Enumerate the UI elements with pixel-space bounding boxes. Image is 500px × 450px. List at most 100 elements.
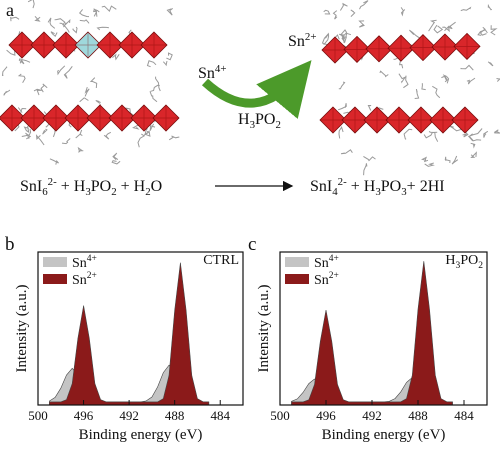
charts: 500 496 492 488 484 Binding energy (eV) Intens… — [5, 234, 488, 443]
component-area — [49, 262, 210, 406]
ligand — [496, 78, 500, 82]
ligand — [79, 19, 90, 25]
y-axis-label: Intensity (a.u.) — [256, 285, 272, 373]
legend-label: Sn4+ — [72, 254, 97, 271]
ligand — [323, 9, 331, 15]
ligand — [34, 15, 41, 22]
ligand — [42, 128, 48, 135]
ligand — [470, 151, 477, 158]
ligand — [338, 126, 344, 139]
ligand — [477, 29, 488, 36]
x-tick-label: 496 — [316, 408, 336, 423]
ligand — [398, 73, 407, 84]
ligand — [84, 86, 90, 97]
legend-label: Sn2+ — [314, 271, 339, 288]
ligand — [95, 100, 101, 104]
ligand — [337, 103, 347, 111]
ligand — [77, 146, 84, 153]
ligand — [479, 26, 487, 36]
ligand — [403, 75, 409, 89]
ligand — [146, 60, 157, 68]
ligand — [467, 128, 483, 142]
x-tick-label: 500 — [270, 408, 290, 423]
ligand — [339, 2, 348, 11]
annotation: H3PO2 — [445, 253, 483, 271]
ligand — [103, 131, 112, 140]
legend-label: Sn2+ — [72, 271, 97, 288]
octahedron-edge — [344, 36, 370, 63]
ligand — [414, 88, 420, 99]
ligand — [166, 8, 174, 16]
ligand — [363, 163, 368, 176]
ligand — [379, 70, 389, 78]
ligand — [49, 158, 59, 165]
ligand — [10, 16, 20, 22]
ligand — [93, 8, 98, 17]
ligand — [462, 129, 469, 138]
ligand — [63, 19, 71, 28]
ligand — [359, 0, 369, 10]
ligand — [367, 105, 372, 111]
ligand — [409, 29, 421, 40]
ligand — [400, 7, 406, 17]
ligand — [1, 66, 8, 77]
ligand — [363, 155, 376, 162]
ligand — [149, 91, 158, 103]
ligand — [21, 129, 32, 137]
x-tick-label: 492 — [119, 408, 139, 423]
ligand — [448, 125, 462, 132]
ligand — [428, 131, 439, 142]
ligand — [155, 76, 161, 92]
ligand — [447, 21, 456, 30]
ligand — [50, 31, 58, 37]
x-tick-label: 484 — [454, 408, 474, 423]
ligand — [40, 83, 48, 93]
ligand — [424, 162, 435, 167]
x-tick-label: 492 — [362, 408, 382, 423]
ligand — [358, 20, 365, 28]
ligand — [487, 61, 494, 67]
ligand — [470, 142, 476, 149]
x-axis-label: Binding energy (eV) — [322, 427, 446, 443]
ligand — [19, 59, 31, 64]
x-tick-label: 496 — [74, 408, 94, 423]
x-tick-label: 488 — [165, 408, 185, 423]
ligand — [149, 123, 156, 131]
ligand — [25, 132, 32, 140]
reduction-arrow — [201, 60, 312, 119]
ligand — [487, 4, 493, 11]
ligand — [493, 129, 500, 134]
ligand — [432, 85, 441, 99]
ligand — [340, 29, 348, 40]
ligand — [96, 26, 109, 31]
ligand — [166, 52, 173, 61]
ligand — [111, 160, 121, 165]
annotation: CTRL — [203, 253, 239, 268]
ligand — [57, 65, 66, 76]
ligand — [433, 24, 444, 34]
ligand — [78, 9, 90, 18]
ligand — [137, 133, 146, 148]
octahedron-edge — [141, 32, 167, 58]
ligand — [442, 74, 450, 84]
ligand — [460, 64, 474, 71]
ligand — [89, 77, 98, 89]
legend-swatch — [285, 257, 309, 267]
ligand — [72, 26, 78, 34]
panel-label: a — [6, 0, 14, 20]
ligand — [460, 6, 472, 12]
ligand — [350, 9, 356, 17]
ligand — [323, 32, 330, 46]
ligand — [451, 155, 459, 165]
octahedron-edge — [452, 107, 478, 133]
ligand — [442, 25, 450, 33]
ligand — [428, 19, 437, 32]
ligand — [75, 129, 83, 139]
legend-swatch — [43, 274, 67, 284]
ligand — [112, 53, 120, 61]
ligand — [112, 152, 119, 161]
ligand — [444, 156, 451, 164]
ligand — [466, 77, 476, 85]
ligand — [59, 22, 70, 33]
